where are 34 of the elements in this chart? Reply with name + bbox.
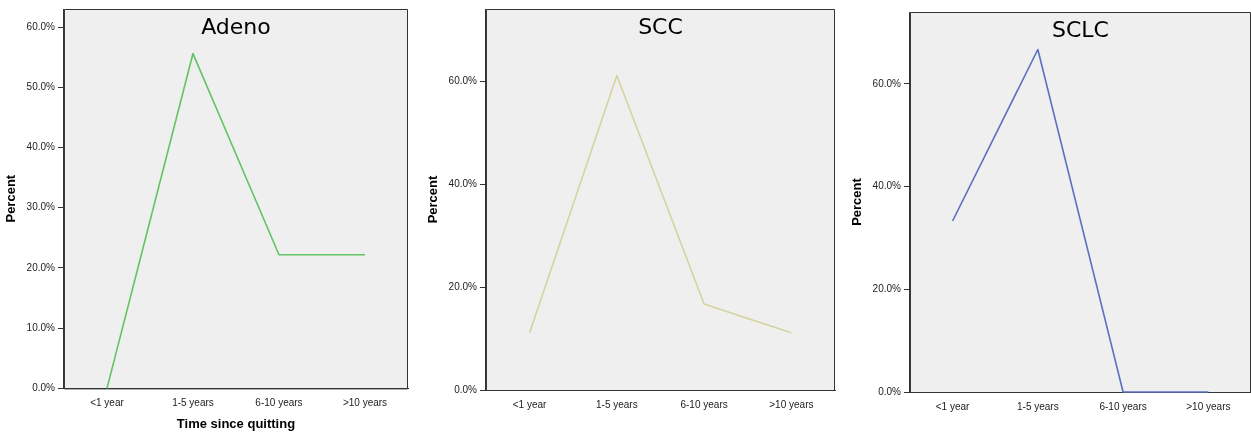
y-tick-label: 50.0%	[26, 81, 56, 93]
y-tick-label: 10.0%	[26, 321, 56, 333]
x-tick-label: <1 year	[935, 400, 971, 412]
y-tick-label: 40.0%	[448, 177, 478, 189]
y-tick-label: 0.0%	[32, 382, 56, 394]
x-tick-label: 1-5 years	[596, 398, 638, 410]
y-tick-label: 20.0%	[26, 261, 56, 273]
y-tick-label: 60.0%	[448, 74, 478, 86]
y-tick-label: 30.0%	[26, 201, 56, 213]
x-tick-label: 6-10 years	[680, 398, 728, 410]
x-tick-label: <1 year	[512, 398, 548, 410]
y-axis-title: Percent	[425, 174, 441, 224]
x-tick-label: >10 years	[769, 398, 814, 410]
x-tick-label: >10 years	[342, 397, 388, 409]
x-tick-label: 1-5 years	[1017, 400, 1059, 412]
x-tick-label: <1 year	[90, 397, 125, 409]
x-tick-label: 1-5 years	[172, 397, 214, 409]
y-tick-label: 20.0%	[448, 280, 478, 292]
y-tick-label: 20.0%	[872, 283, 902, 295]
y-tick-label: 0.0%	[454, 383, 478, 395]
y-axis-title: Percent	[849, 177, 865, 226]
chart-title: SCC	[638, 13, 683, 39]
chart-title: SCLC	[1052, 16, 1109, 42]
y-tick-label: 40.0%	[872, 180, 902, 192]
x-tick-label: 6-10 years	[1099, 400, 1147, 412]
y-tick-label: 0.0%	[878, 385, 902, 397]
y-tick-label: 40.0%	[26, 141, 56, 153]
chart-title: Adeno	[201, 13, 271, 39]
x-tick-label: 6-10 years	[255, 397, 303, 409]
x-axis-title: Time since quitting	[176, 415, 296, 431]
y-tick-label: 60.0%	[26, 20, 56, 32]
y-tick-label: 60.0%	[872, 77, 902, 89]
x-tick-label: >10 years	[1186, 400, 1231, 412]
y-axis-title: Percent	[3, 174, 19, 223]
